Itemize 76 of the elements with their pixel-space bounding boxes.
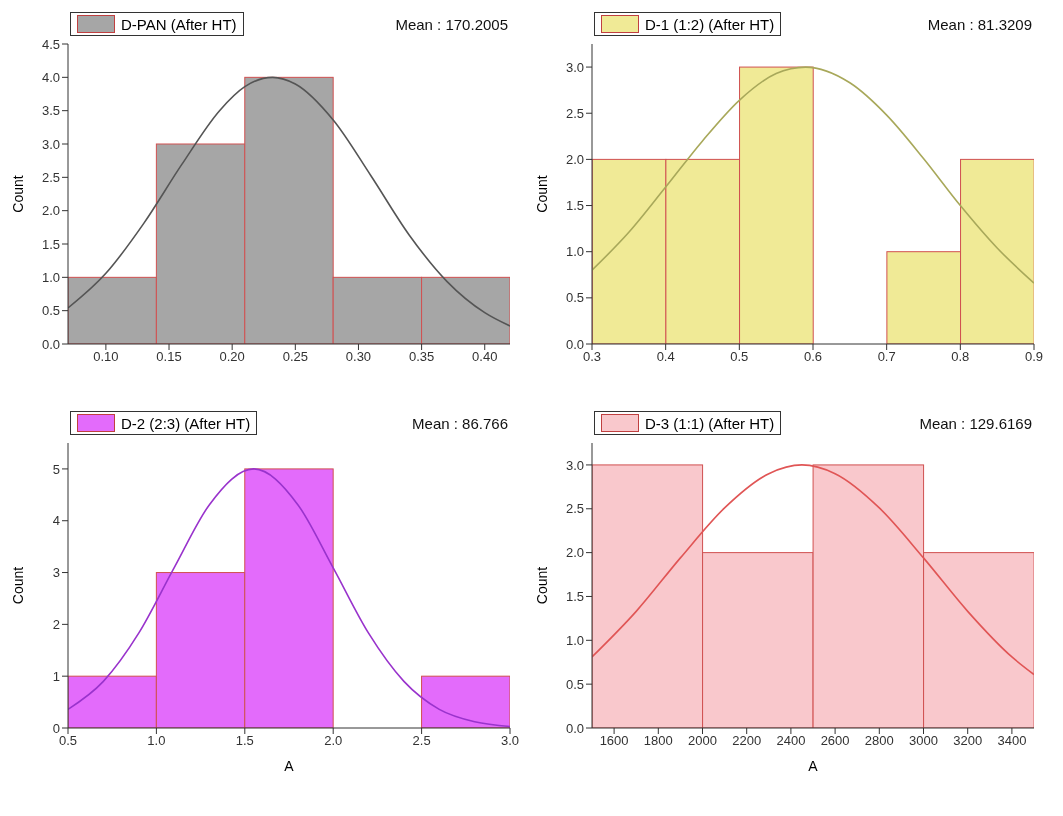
- y-tick-label: 2.5: [565, 105, 584, 121]
- x-tick-label: 0.20: [219, 349, 245, 365]
- text: Mean : 86.766: [412, 415, 508, 432]
- legend-label: D-PAN (After HT): [121, 15, 237, 33]
- x-tick-label: 2800: [864, 733, 894, 749]
- y-axis-title: Count: [533, 566, 550, 605]
- x-tick-label: 0.40: [472, 349, 498, 365]
- y-tick-label: 0.0: [41, 336, 60, 352]
- y-tick-label: 1.5: [565, 198, 584, 214]
- text: Mean : 81.3209: [927, 16, 1032, 33]
- x-tick-label: 1600: [599, 733, 629, 749]
- y-tick-label: 1.0: [565, 244, 584, 260]
- y-tick-label: 2.0: [565, 152, 584, 167]
- y-tick-label: 0.0: [565, 720, 584, 736]
- y-tick-label: 3.0: [565, 59, 584, 75]
- legend-label: D-2 (2:3) (After HT): [121, 414, 251, 432]
- y-tick-label: 0: [52, 720, 60, 736]
- x-tick-label: 2.5: [412, 733, 431, 749]
- x-tick-label: 0.6: [803, 349, 823, 365]
- x-tick-label: 0.3: [582, 349, 602, 365]
- y-axis-title: Count: [9, 175, 26, 213]
- x-tick-label: 2000: [688, 733, 717, 749]
- y-tick-label: 2: [52, 616, 60, 632]
- y-tick-label: 4: [52, 513, 60, 529]
- x-tick-label: 0.5: [730, 349, 749, 365]
- x-tick-label: 2.0: [324, 733, 343, 749]
- x-tick-label: 0.7: [877, 349, 896, 365]
- line-series: [592, 464, 1034, 676]
- x-tick-label: 3.0: [500, 733, 520, 749]
- y-tick-label: 1: [52, 668, 60, 684]
- y-tick-label: 4.5: [41, 36, 60, 52]
- x-tick-label: 0.8: [951, 349, 970, 365]
- x-axis-title: A: [808, 758, 819, 774]
- x-tick-label: 1.0: [147, 733, 166, 749]
- x-tick-label: 0.25: [282, 349, 308, 365]
- x-tick-label: 1.5: [235, 733, 254, 749]
- x-tick-label: 0.15: [156, 349, 182, 365]
- y-tick-label: 3: [52, 565, 60, 581]
- x-tick-label: 3200: [953, 733, 983, 749]
- y-tick-label: 0.5: [565, 290, 584, 306]
- text: Mean : 129.6169: [919, 415, 1032, 432]
- y-tick-label: 0.0: [565, 336, 584, 352]
- x-axis-title: A: [284, 758, 295, 774]
- y-tick-label: 3.0: [41, 136, 60, 152]
- y-tick-label: 1.0: [41, 269, 60, 285]
- y-tick-label: 2.5: [41, 169, 60, 185]
- y-tick-label: 2.0: [41, 203, 60, 219]
- x-tick-label: 2200: [732, 733, 762, 749]
- y-tick-label: 1.5: [565, 589, 584, 605]
- y-tick-label: 0.5: [565, 676, 584, 692]
- x-tick-label: 2600: [820, 733, 850, 749]
- y-tick-label: 3.5: [41, 103, 60, 119]
- y-tick-label: 5: [52, 461, 60, 477]
- y-tick-label: 3.0: [565, 457, 584, 473]
- legend-label: D-3 (1:1) (After HT): [645, 414, 775, 432]
- x-tick-label: 0.4: [656, 349, 675, 365]
- text: Mean : 170.2005: [395, 16, 508, 33]
- y-tick-label: 2.5: [565, 501, 584, 517]
- x-tick-label: 2400: [776, 733, 806, 749]
- y-axis-title: Count: [533, 175, 550, 213]
- y-tick-label: 4.0: [41, 69, 60, 85]
- x-tick-label: 3000: [909, 733, 938, 749]
- x-tick-label: 0.10: [93, 349, 119, 365]
- y-tick-label: 1.0: [565, 632, 584, 648]
- x-tick-label: 0.35: [408, 349, 435, 365]
- x-tick-label: 0.9: [1024, 349, 1044, 365]
- legend-label: D-1 (1:2) (After HT): [645, 15, 775, 33]
- y-tick-label: 2.0: [565, 545, 584, 561]
- y-tick-label: 0.5: [41, 303, 60, 319]
- line-series: [68, 76, 510, 327]
- y-axis-title: Count: [9, 566, 26, 605]
- x-tick-label: 1800: [643, 733, 673, 749]
- x-tick-label: 3400: [997, 733, 1027, 749]
- y-tick-label: 1.5: [41, 236, 60, 252]
- line-series: [592, 66, 1034, 284]
- x-tick-label: 0.30: [345, 349, 372, 365]
